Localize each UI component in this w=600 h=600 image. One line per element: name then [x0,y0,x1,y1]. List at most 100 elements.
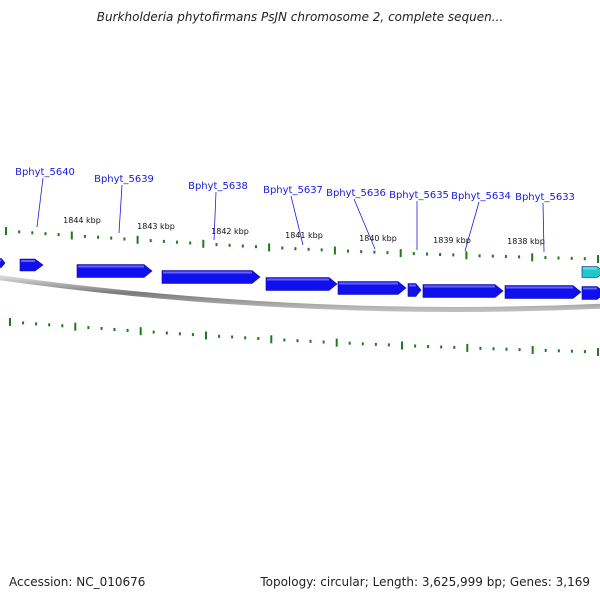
outer-ruler-minor-tick [570,256,573,260]
outer-ruler-minor-tick [255,245,257,249]
inner-ruler-minor-tick [61,324,64,328]
inner-scale-ruler [9,318,599,356]
outer-ruler-minor-tick [189,241,192,245]
inner-ruler-minor-tick [178,332,181,336]
gene-arrow[interactable] [581,266,600,278]
inner-ruler-minor-tick [453,345,456,349]
kbp-scale-label: 1844 kbp [63,216,101,225]
length-label: Length: [372,575,419,589]
outer-ruler-minor-tick [215,243,218,247]
gene-label[interactable]: Bphyt_5639 [94,174,154,185]
inner-ruler-minor-tick [374,342,377,346]
gene-arrow[interactable] [19,258,44,272]
outer-ruler-minor-tick [149,239,152,243]
gene-label-track: Bphyt_5640 Bphyt_5639 Bphyt_5638 Bphyt_5637… [15,167,575,253]
inner-ruler-minor-tick [544,348,547,352]
outer-ruler-minor-tick [18,230,21,234]
outer-ruler-minor-tick [281,246,284,250]
inner-ruler-minor-tick [191,333,194,337]
inner-ruler-major-tick [9,318,11,326]
inner-ruler-minor-tick [296,339,299,343]
inner-ruler-major-tick [401,341,403,350]
outer-ruler-minor-tick [97,235,100,239]
inner-ruler-minor-tick [257,337,260,340]
outer-ruler-minor-tick [478,254,481,258]
gene-arrow[interactable] [422,284,504,298]
outer-ruler-minor-tick [162,239,165,243]
inner-ruler-major-tick [139,327,142,336]
outer-ruler-minor-tick [544,256,547,260]
chromosome-backbone [0,275,600,312]
outer-ruler-major-tick [70,231,73,240]
kbp-scale-label: 1843 kbp [137,222,175,231]
outer-ruler-minor-tick [83,234,86,238]
gene-track [0,258,600,300]
outer-ruler-major-tick [136,235,139,244]
outer-ruler-major-tick [597,255,599,263]
gene-label[interactable]: Bphyt_5633 [515,192,575,203]
inner-ruler-minor-tick [35,322,38,326]
inner-ruler-minor-tick [87,326,90,330]
gene-label[interactable]: Bphyt_5634 [451,191,511,202]
inner-ruler-minor-tick [492,347,495,351]
inner-ruler-minor-tick [387,343,390,347]
outer-ruler-minor-tick [504,255,507,258]
outer-ruler-minor-tick [518,255,521,259]
gene-label[interactable]: Bphyt_5638 [188,181,248,192]
accession-info: Accession: NC_010676 [9,575,145,589]
outer-ruler-minor-tick [452,253,455,257]
gene-label[interactable]: Bphyt_5635 [389,190,449,201]
gene-arrow[interactable] [504,285,582,299]
gene-arrow[interactable] [76,264,153,278]
gene-arrow[interactable] [581,286,600,300]
gene-label[interactable]: Bphyt_5637 [263,185,323,196]
outer-ruler-major-tick [5,227,7,235]
gene-arrow[interactable] [265,277,338,291]
outer-ruler-minor-tick [439,253,442,256]
gene-label[interactable]: Bphyt_5636 [326,188,386,199]
outer-ruler-minor-tick [412,252,415,256]
gene-arrow[interactable] [407,283,422,297]
outer-ruler-major-tick [399,249,402,258]
inner-ruler-major-tick [270,335,273,344]
genes-label: Genes: [509,575,552,589]
outer-ruler-minor-tick [241,244,244,248]
inner-ruler-minor-tick [583,350,586,354]
outer-ruler-minor-tick [31,231,34,235]
outer-ruler-minor-tick [360,250,363,254]
inner-ruler-minor-tick [518,348,521,352]
inner-ruler-minor-tick [505,347,508,351]
topology-value: circular [320,575,365,589]
outer-ruler-minor-tick [557,256,560,260]
inner-ruler-major-tick [74,322,77,331]
inner-ruler-major-tick [531,346,534,354]
outer-scale-ruler [5,227,599,263]
gene-arrow[interactable] [161,270,261,284]
inner-ruler-minor-tick [309,339,312,343]
outer-ruler-minor-tick [294,247,297,251]
outer-ruler-minor-tick [123,237,126,241]
inner-ruler-minor-tick [440,345,443,349]
outer-ruler-minor-tick [491,254,494,258]
outer-ruler-major-tick [465,251,468,260]
gene-arrow[interactable] [0,258,6,268]
kbp-scale-label: 1838 kbp [507,237,545,246]
outer-ruler-minor-tick [307,247,310,251]
inner-ruler-minor-tick [231,335,234,339]
inner-ruler-minor-tick [218,334,221,338]
outer-ruler-minor-tick [57,233,60,237]
outer-ruler-minor-tick [347,249,349,253]
gene-label[interactable]: Bphyt_5640 [15,167,75,178]
gene-leader-line [118,184,123,234]
inner-ruler-minor-tick [48,323,51,327]
kbp-scale-label: 1842 kbp [211,227,249,236]
outer-ruler-major-tick [333,246,336,255]
inner-ruler-minor-tick [22,321,25,325]
genes-value: 3,169 [555,575,590,589]
gene-leader-line [213,191,217,241]
topology-label: Topology: [260,575,317,589]
length-value: 3,625,999 bp [421,575,502,589]
gene-arrow[interactable] [337,281,407,295]
inner-ruler-minor-tick [479,346,482,350]
